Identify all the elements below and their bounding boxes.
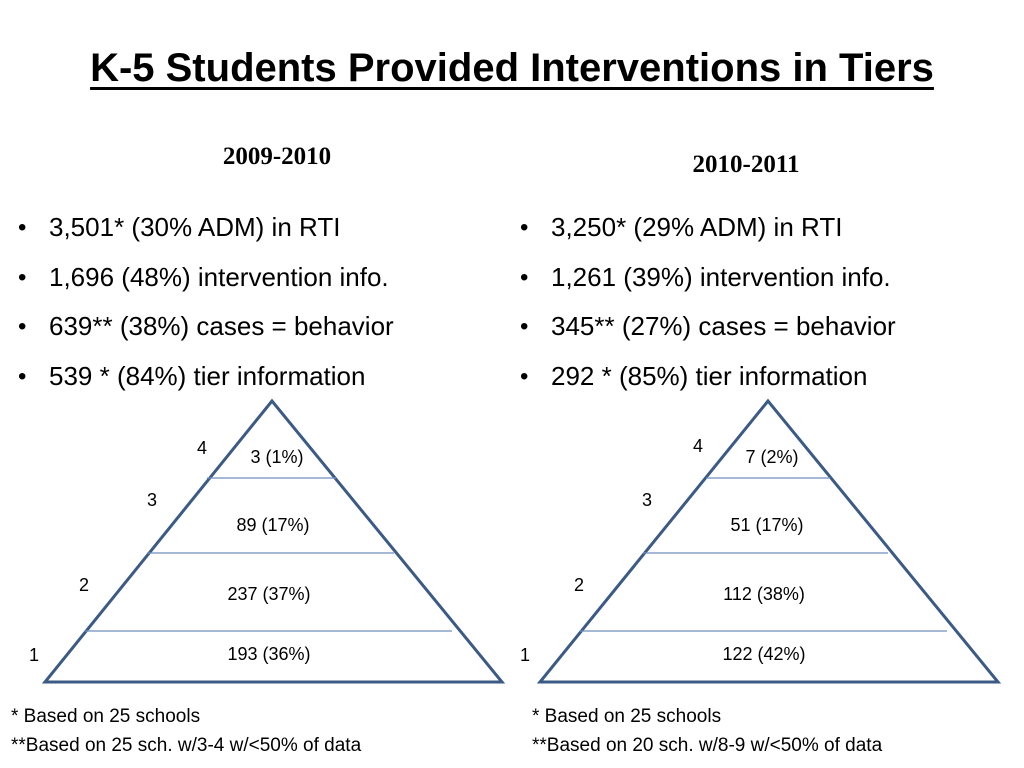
pyramid-left xyxy=(41,398,506,684)
pyramid-left-outline xyxy=(41,398,506,684)
tier-number-label: 1 xyxy=(29,645,40,665)
bullet-text: 345** (27%) cases = behavior xyxy=(551,311,896,341)
footnotes-right: * Based on 25 schools **Based on 20 sch.… xyxy=(532,702,882,760)
pyramid-right-outline xyxy=(536,398,1002,684)
bullet-text: 1,696 (48%) intervention info. xyxy=(49,261,389,292)
tier-number-label: 4 xyxy=(197,438,208,458)
bullet-dot-icon: • xyxy=(520,362,529,390)
tier-value: 112 (38%) xyxy=(723,584,805,604)
year-heading-left: 2009-2010 xyxy=(222,143,332,170)
bullet-dot-icon: • xyxy=(520,214,529,241)
tier-value: 51 (17%) xyxy=(730,515,804,535)
tier-value: 89 (17%) xyxy=(236,515,310,535)
tier-value: 3 (1%) xyxy=(250,447,304,467)
bullet-dot-icon: • xyxy=(18,313,27,340)
bullet-text: 3,501* (30% ADM) in RTI xyxy=(49,212,341,242)
footnote-line: * Based on 25 schools xyxy=(11,706,201,727)
bullet-dot-icon: • xyxy=(18,263,27,291)
footnotes-left: * Based on 25 schools **Based on 25 sch.… xyxy=(11,702,361,760)
slide-title: K-5 Students Provided Interventions in T… xyxy=(90,46,934,90)
tier-number-label: 4 xyxy=(693,436,704,456)
bullet-text: 539 * (84%) tier information xyxy=(49,360,366,391)
bullet-dot-icon: • xyxy=(520,263,529,291)
tier-number-label: 2 xyxy=(79,575,90,595)
tier-number-label: 2 xyxy=(574,575,585,595)
bullet-dot-icon: • xyxy=(520,313,529,340)
bullet-item: • 3,501* (30% ADM) in RTI xyxy=(18,203,394,253)
bullet-text: 1,261 (39%) intervention info. xyxy=(551,261,891,292)
bullet-item: • 1,261 (39%) intervention info. xyxy=(520,253,896,303)
bullet-item: • 292 * (85%) tier information xyxy=(520,352,896,402)
bullet-item: • 345** (27%) cases = behavior xyxy=(520,302,896,352)
bullet-text: 292 * (85%) tier information xyxy=(551,360,868,391)
tier-value: 7 (2%) xyxy=(745,447,799,467)
tier-value: 193 (36%) xyxy=(227,644,311,664)
bullet-item: • 3,250* (29% ADM) in RTI xyxy=(520,203,896,253)
bullet-item: • 539 * (84%) tier information xyxy=(18,352,394,402)
footnote-line: * Based on 25 schools xyxy=(532,706,722,727)
bullet-item: • 1,696 (48%) intervention info. xyxy=(18,253,394,303)
bullet-item: • 639** (38%) cases = behavior xyxy=(18,302,394,352)
footnote-line: **Based on 25 sch. w/3-4 w/<50% of data xyxy=(11,735,362,756)
bullet-text: 639** (38%) cases = behavior xyxy=(49,311,394,341)
year-heading-right: 2010-2011 xyxy=(692,151,800,178)
tier-number-label: 3 xyxy=(147,490,158,510)
bullet-dot-icon: • xyxy=(18,362,27,390)
tier-value: 122 (42%) xyxy=(722,644,806,664)
tier-number-label: 1 xyxy=(520,645,531,665)
pyramid-right xyxy=(536,398,1002,684)
bullet-text: 3,250* (29% ADM) in RTI xyxy=(551,212,843,242)
tier-value: 237 (37%) xyxy=(227,584,311,604)
footnote-line: **Based on 20 sch. w/8-9 w/<50% of data xyxy=(532,735,883,756)
bullet-list-right: • 3,250* (29% ADM) in RTI • 1,261 (39%) in… xyxy=(520,203,896,401)
tier-number-label: 3 xyxy=(642,490,653,510)
bullet-dot-icon: • xyxy=(18,214,27,241)
bullet-list-left: • 3,501* (30% ADM) in RTI • 1,696 (48%) in… xyxy=(18,203,394,401)
